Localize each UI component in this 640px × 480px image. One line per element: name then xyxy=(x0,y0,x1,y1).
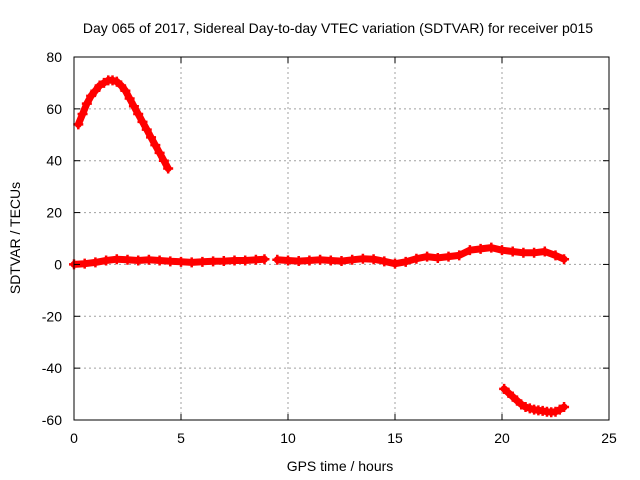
y-tick-label: 80 xyxy=(46,49,62,65)
grid-lines xyxy=(74,57,609,420)
y-axis-title: SDTVAR / TECUs xyxy=(7,182,23,294)
y-tick-label: 60 xyxy=(46,101,62,117)
data-point xyxy=(197,256,208,267)
series-satellite-arc-4 xyxy=(499,383,570,418)
data-point xyxy=(90,257,101,268)
data-point xyxy=(116,80,127,91)
data-point xyxy=(120,85,131,96)
data-point xyxy=(141,124,152,135)
data-point xyxy=(529,247,540,258)
data-point xyxy=(86,90,97,101)
data-point xyxy=(443,251,454,262)
data-point xyxy=(357,253,368,264)
x-tick-label: 15 xyxy=(387,430,403,446)
data-point xyxy=(464,245,475,256)
data-point xyxy=(124,93,135,104)
data-point xyxy=(454,250,465,261)
data-point xyxy=(208,256,219,267)
series-satellite-arc-3 xyxy=(272,242,570,269)
data-point xyxy=(186,257,197,268)
data-point xyxy=(137,116,148,127)
data-point xyxy=(368,254,379,265)
data-point xyxy=(283,255,293,266)
data-point xyxy=(325,255,336,266)
data-point xyxy=(411,253,422,264)
series-satellite-arc-1 xyxy=(73,75,174,174)
data-point xyxy=(507,246,518,257)
series-satellite-arc-2 xyxy=(69,254,270,270)
data-point xyxy=(518,247,529,258)
data-point xyxy=(73,119,84,130)
data-point xyxy=(158,155,169,166)
x-tick-label: 10 xyxy=(280,430,296,446)
data-point xyxy=(218,256,229,267)
data-point xyxy=(336,256,347,267)
data-point xyxy=(379,256,390,267)
data-point xyxy=(272,254,283,265)
data-point xyxy=(154,147,165,158)
data-point xyxy=(143,254,154,265)
series-line xyxy=(74,76,172,172)
x-tick-label: 5 xyxy=(177,430,185,446)
data-point xyxy=(422,251,433,262)
data-point xyxy=(146,132,157,143)
x-tick-label: 25 xyxy=(601,430,617,446)
y-tick-label: 0 xyxy=(54,256,62,272)
data-point xyxy=(315,254,326,265)
axis-ticks xyxy=(73,56,610,421)
data-point xyxy=(486,242,497,253)
data-point xyxy=(150,140,161,151)
data-point xyxy=(111,254,122,265)
x-axis-title: GPS time / hours xyxy=(287,458,394,474)
data-series xyxy=(69,75,570,418)
data-point xyxy=(497,245,507,256)
data-point xyxy=(101,255,112,266)
data-point xyxy=(77,109,88,120)
data-point xyxy=(304,255,315,266)
y-tick-label: 40 xyxy=(46,153,62,169)
x-tick-label: 20 xyxy=(494,430,510,446)
data-point xyxy=(400,256,411,267)
data-point xyxy=(90,85,101,96)
data-point xyxy=(154,255,165,266)
y-axis-tick-labels: 80 60 40 20 0 -20 -40 -60 xyxy=(42,49,62,428)
data-point xyxy=(390,258,400,269)
data-point xyxy=(559,254,570,265)
data-point xyxy=(176,256,186,267)
x-axis-tick-labels: 0 5 10 15 20 25 xyxy=(70,430,617,446)
data-point xyxy=(259,254,270,265)
series-line xyxy=(273,244,568,268)
data-point xyxy=(133,109,144,120)
data-point xyxy=(539,246,550,257)
data-point xyxy=(550,250,561,261)
data-point xyxy=(165,256,176,267)
x-tick-label: 0 xyxy=(70,430,78,446)
data-point xyxy=(347,254,358,265)
data-point xyxy=(133,255,144,266)
plot-frame xyxy=(73,56,610,421)
data-point xyxy=(79,258,90,269)
data-point xyxy=(559,402,570,413)
data-point xyxy=(122,254,133,265)
data-point xyxy=(81,98,92,109)
y-tick-label: -40 xyxy=(42,360,62,376)
data-point xyxy=(240,255,251,266)
y-tick-label: 20 xyxy=(46,205,62,221)
y-tick-label: -60 xyxy=(42,412,62,428)
data-point xyxy=(293,256,304,267)
data-point xyxy=(250,254,261,265)
data-point xyxy=(128,101,139,112)
data-point xyxy=(475,243,486,254)
chart-title: Day 065 of 2017, Sidereal Day-to-day VTE… xyxy=(83,20,593,36)
y-tick-label: -20 xyxy=(42,308,62,324)
data-point xyxy=(163,163,174,174)
data-point xyxy=(229,255,240,266)
data-point xyxy=(432,252,443,263)
